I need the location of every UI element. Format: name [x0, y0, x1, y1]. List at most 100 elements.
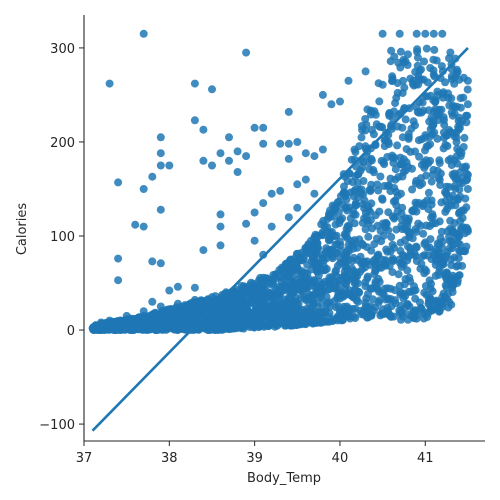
data-point: [269, 271, 278, 279]
data-point: [422, 221, 431, 230]
data-point: [448, 228, 456, 236]
data-point: [267, 222, 276, 231]
data-point: [336, 259, 345, 268]
data-point: [297, 269, 306, 278]
data-point: [393, 79, 402, 88]
data-point: [250, 208, 259, 217]
data-point: [289, 316, 298, 325]
data-point: [417, 174, 425, 183]
data-point: [190, 283, 199, 292]
data-point: [284, 154, 293, 163]
data-point: [156, 161, 165, 170]
data-point: [463, 170, 472, 179]
data-point: [331, 284, 340, 293]
data-point: [374, 274, 383, 283]
data-point: [446, 274, 455, 283]
data-point: [424, 188, 433, 197]
data-point: [276, 186, 285, 195]
data-point: [420, 57, 428, 66]
data-point: [251, 280, 260, 289]
data-point: [361, 302, 370, 311]
data-point: [349, 206, 358, 215]
data-point: [383, 247, 392, 256]
data-point: [340, 267, 349, 276]
data-point: [438, 29, 447, 38]
data-point: [385, 109, 394, 118]
data-point: [216, 241, 225, 250]
data-point: [105, 316, 114, 325]
data-point: [356, 252, 365, 261]
data-point: [358, 265, 367, 274]
data-point: [429, 55, 438, 64]
data-point: [293, 203, 302, 212]
data-point: [173, 282, 182, 291]
data-point: [463, 85, 472, 94]
data-point: [412, 29, 421, 38]
data-point: [339, 189, 348, 198]
data-point: [284, 213, 293, 222]
data-point: [401, 166, 410, 175]
y-tick-label: −100: [39, 418, 75, 433]
data-point: [395, 29, 404, 38]
data-point: [350, 145, 359, 154]
data-point: [430, 45, 439, 54]
data-point: [390, 243, 398, 252]
data-point: [399, 289, 408, 298]
data-point: [426, 140, 435, 149]
data-point: [437, 62, 446, 71]
data-point: [298, 318, 307, 327]
data-point: [378, 289, 387, 298]
data-point: [342, 229, 351, 238]
data-point: [184, 310, 193, 319]
data-point: [262, 316, 271, 325]
data-point: [364, 232, 373, 241]
data-point: [413, 47, 422, 56]
data-point: [237, 300, 246, 308]
data-point: [421, 133, 430, 142]
data-point: [257, 292, 266, 301]
data-point: [242, 48, 251, 57]
data-point: [275, 282, 284, 291]
x-tick-label: 38: [161, 451, 178, 466]
data-point: [190, 116, 199, 125]
data-point: [456, 192, 464, 201]
data-point: [210, 320, 219, 329]
data-point: [277, 266, 286, 275]
data-point: [414, 136, 423, 145]
data-point: [414, 219, 423, 228]
data-point: [148, 172, 157, 181]
data-point: [208, 85, 216, 94]
data-point: [182, 316, 191, 325]
data-point: [341, 204, 350, 213]
data-point: [394, 270, 403, 279]
data-point: [438, 90, 447, 98]
data-point: [394, 58, 403, 67]
data-point: [266, 305, 275, 314]
data-point: [446, 48, 455, 57]
data-point: [396, 153, 405, 162]
data-point: [455, 208, 464, 217]
data-point: [462, 242, 471, 251]
data-point: [373, 221, 382, 230]
data-point: [225, 156, 233, 165]
data-point: [378, 195, 387, 204]
x-axis-label: Body_Temp: [247, 471, 321, 486]
data-point: [310, 234, 319, 243]
data-point: [451, 184, 460, 193]
data-point: [358, 218, 367, 227]
data-point: [303, 281, 312, 289]
data-point: [139, 222, 148, 231]
data-point: [442, 268, 451, 277]
data-point: [267, 189, 276, 198]
data-point: [393, 207, 402, 216]
data-point: [388, 151, 397, 160]
data-point: [271, 296, 280, 305]
data-point: [441, 207, 450, 216]
data-point: [364, 290, 372, 298]
data-point: [384, 310, 393, 318]
data-point: [441, 78, 450, 87]
data-point: [173, 299, 182, 308]
data-point: [256, 320, 265, 329]
data-point: [318, 145, 327, 154]
data-point: [259, 139, 268, 148]
